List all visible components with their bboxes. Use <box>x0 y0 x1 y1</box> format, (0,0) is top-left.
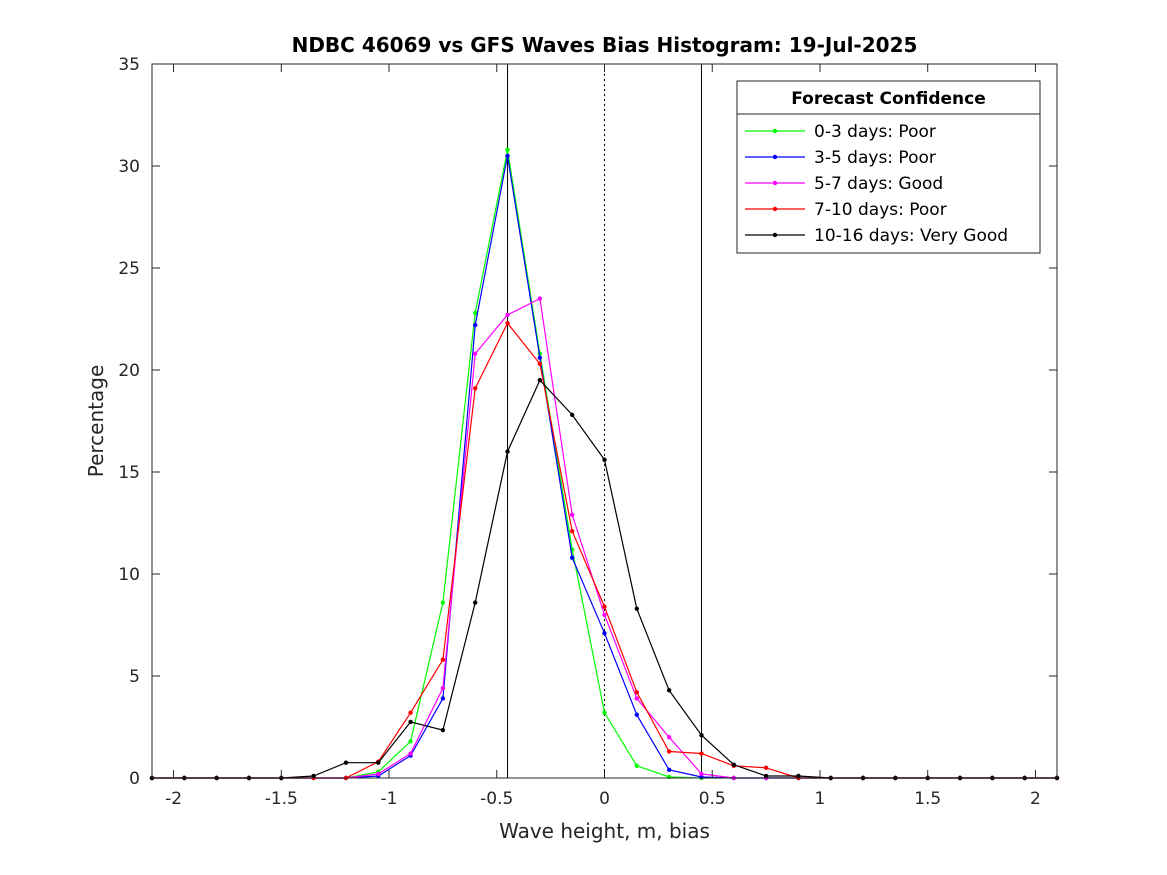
legend-label: 5-7 days: Good <box>814 174 943 194</box>
data-point <box>634 763 640 768</box>
legend-box <box>736 80 1041 254</box>
data-point <box>602 604 607 609</box>
data-point <box>699 751 704 756</box>
x-tick-label: -1.5 <box>265 789 298 809</box>
data-point <box>634 606 640 611</box>
legend-label: 10-16 days: Very Good <box>814 226 1008 246</box>
data-point <box>440 657 446 662</box>
legend: Forecast Confidence 0-3 days: Poor 3-5 da… <box>736 80 1041 254</box>
legend-entry-0: 0-3 days: Poor <box>745 122 936 142</box>
y-tick-label: 10 <box>118 565 140 585</box>
x-tick-label: 1 <box>815 789 826 809</box>
data-point <box>634 712 640 717</box>
legend-entry-2: 5-7 days: Good <box>745 174 943 194</box>
legend-entries: 0-3 days: Poor 3-5 days: Poor 5-7 days: Go… <box>745 122 1008 246</box>
data-point <box>473 322 478 328</box>
data-point <box>569 528 575 534</box>
x-tick-labels: -2 -1.5 -1 -0.5 0 0.5 1 1.5 2 <box>165 789 1041 809</box>
x-tick-label: -2 <box>165 789 182 809</box>
x-tick-label: -1 <box>381 789 398 809</box>
x-tick-label: 0.5 <box>699 789 726 809</box>
data-point <box>666 749 672 754</box>
data-point <box>699 732 704 738</box>
data-point <box>440 727 446 733</box>
data-point <box>473 600 478 605</box>
data-point <box>796 773 801 779</box>
data-point <box>505 449 510 454</box>
data-point <box>537 296 543 301</box>
data-point <box>376 760 381 765</box>
x-axis-label: Wave height, m, bias <box>499 819 710 843</box>
data-point <box>537 361 543 367</box>
data-point <box>602 710 607 715</box>
y-tick-label: 20 <box>118 361 140 381</box>
data-point <box>473 386 478 391</box>
y-tick-label: 35 <box>118 55 140 75</box>
x-tick-label: -0.5 <box>480 789 513 809</box>
chart-title: NDBC 46069 vs GFS Waves Bias Histogram: … <box>292 33 918 57</box>
legend-label: 3-5 days: Poor <box>814 148 936 168</box>
data-point <box>343 760 349 765</box>
data-point <box>602 457 607 462</box>
legend-entry-1: 3-5 days: Poor <box>745 148 936 168</box>
legend-label: 7-10 days: Poor <box>814 200 947 220</box>
reference-lines <box>507 64 702 778</box>
data-point <box>569 412 575 418</box>
y-tick-label: 25 <box>118 259 140 279</box>
data-point <box>505 153 510 158</box>
data-point <box>408 710 413 715</box>
legend-title: Forecast Confidence <box>791 89 986 109</box>
y-tick-labels: 0 5 10 15 20 25 30 35 <box>118 55 140 789</box>
data-point <box>311 773 316 779</box>
data-point <box>537 378 543 383</box>
data-point <box>537 355 543 360</box>
legend-swatch-marker <box>772 206 778 212</box>
y-tick-label: 5 <box>129 667 140 687</box>
data-point <box>440 686 446 691</box>
data-point <box>731 762 736 767</box>
data-point <box>569 512 575 518</box>
data-point <box>473 310 478 316</box>
x-tick-label: 2 <box>1030 789 1041 809</box>
data-point <box>569 555 575 560</box>
data-point <box>634 696 640 701</box>
legend-label: 0-3 days: Poor <box>814 122 936 142</box>
data-point <box>473 351 478 356</box>
legend-swatch-marker <box>772 154 778 160</box>
data-point <box>408 751 413 756</box>
data-point <box>666 774 672 780</box>
y-tick-label: 0 <box>129 769 140 789</box>
plot-frame <box>151 63 1058 779</box>
legend-entry-3: 7-10 days: Poor <box>745 200 947 220</box>
y-tick-label: 30 <box>118 157 140 177</box>
x-tick-label: 1.5 <box>914 789 941 809</box>
data-point <box>602 630 607 636</box>
y-tick-label: 15 <box>118 463 140 483</box>
data-point <box>763 765 769 770</box>
data-point <box>505 320 510 326</box>
data-point <box>763 773 769 779</box>
x-tick-label: 0 <box>599 789 610 809</box>
y-axis-label: Percentage <box>84 365 108 478</box>
data-point <box>505 147 510 152</box>
data-point <box>666 688 672 693</box>
data-point <box>666 767 672 773</box>
data-point <box>602 612 607 617</box>
legend-swatch-marker <box>772 128 778 134</box>
data-point <box>408 719 413 725</box>
legend-swatch-marker <box>772 232 778 238</box>
data-point <box>440 696 446 701</box>
data-point <box>376 771 381 777</box>
data-point <box>666 735 672 740</box>
legend-entry-4: 10-16 days: Very Good <box>745 226 1008 246</box>
data-point <box>634 690 640 695</box>
data-point <box>505 312 510 318</box>
legend-swatch-marker <box>772 180 778 186</box>
data-point <box>699 771 704 777</box>
data-point <box>440 600 446 605</box>
data-point <box>408 739 413 744</box>
